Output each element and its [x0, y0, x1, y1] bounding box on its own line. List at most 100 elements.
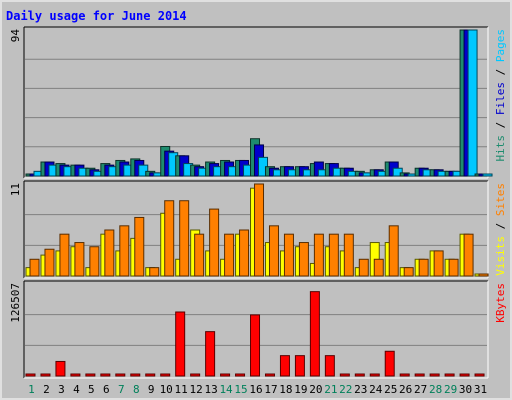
x-tick-label-17: 17	[264, 383, 277, 396]
bar-kbytes-day-6	[100, 373, 111, 377]
x-tick-label-31: 31	[474, 383, 487, 396]
legend: Hits / Files / Pages	[494, 29, 507, 162]
bar-kbytes-day-18	[279, 355, 290, 377]
bar-kbytes-day-7	[115, 373, 126, 377]
legend: KBytes	[494, 283, 507, 323]
x-tick-label-26: 26	[399, 383, 412, 396]
bar-kbytes-day-4	[70, 373, 81, 377]
bar-pages-day-30	[467, 29, 478, 177]
legend-entry: Visits	[494, 236, 507, 276]
x-tick-label-25: 25	[384, 383, 397, 396]
bar-sites-day-18	[283, 233, 294, 277]
bar-kbytes-day-24	[369, 373, 380, 377]
bar-kbytes-day-2	[40, 373, 51, 377]
bar-kbytes-day-23	[354, 373, 365, 377]
legend-entry: /	[494, 62, 507, 82]
y-max-label: 11	[9, 183, 22, 196]
bar-kbytes-day-30	[459, 373, 470, 377]
x-tick-label-15: 15	[234, 383, 247, 396]
bar-kbytes-day-21	[324, 355, 335, 377]
x-tick-label-19: 19	[294, 383, 307, 396]
bar-sites-day-25	[388, 225, 399, 277]
x-tick-label-9: 9	[148, 383, 155, 396]
x-tick-label-12: 12	[190, 383, 203, 396]
x-tick-label-16: 16	[249, 383, 262, 396]
panel-top: 94 Hits / Files / Pages	[9, 26, 507, 179]
x-tick-label-18: 18	[279, 383, 292, 396]
bar-sites-day-26	[403, 267, 414, 277]
legend-entry: /	[494, 115, 507, 135]
bar-sites-day-23	[358, 258, 369, 277]
x-tick-label-23: 23	[354, 383, 367, 396]
bar-kbytes-day-5	[85, 373, 96, 377]
bar-sites-day-15	[239, 229, 250, 277]
bar-kbytes-day-1	[25, 373, 36, 377]
x-tick-label-27: 27	[414, 383, 427, 396]
legend-entry: Files	[494, 82, 507, 115]
bar-kbytes-day-8	[130, 373, 141, 377]
y-max-label: 126507	[9, 283, 22, 323]
bar-sites-day-22	[343, 233, 354, 277]
bar-sites-day-31	[478, 273, 489, 277]
bar-sites-day-19	[298, 242, 309, 277]
x-tick-label-4: 4	[73, 383, 80, 396]
bar-sites-day-20	[313, 233, 324, 277]
bar-kbytes-day-3	[55, 360, 66, 377]
bar-sites-day-28	[433, 250, 444, 277]
bar-kbytes-day-11	[175, 311, 186, 377]
x-tick-label-21: 21	[324, 383, 337, 396]
bar-sites-day-27	[418, 258, 429, 277]
bar-sites-day-1	[29, 258, 40, 277]
x-tick-label-2: 2	[43, 383, 50, 396]
panel-bottom: 126507 KBytes	[9, 280, 507, 379]
x-tick-label-8: 8	[133, 383, 140, 396]
bar-kbytes-day-10	[160, 373, 171, 377]
legend: Visits / Sites	[494, 183, 507, 276]
legend-entry: Hits	[494, 135, 507, 162]
legend-entry: /	[494, 216, 507, 236]
x-tick-label-6: 6	[103, 383, 110, 396]
bar-sites-day-30	[463, 233, 474, 277]
x-tick-label-30: 30	[459, 383, 472, 396]
bar-kbytes-day-13	[205, 331, 216, 377]
bar-sites-day-7	[119, 225, 130, 277]
bar-kbytes-day-27	[414, 373, 425, 377]
bar-sites-day-3	[59, 233, 70, 277]
x-tick-label-11: 11	[175, 383, 188, 396]
bar-sites-day-4	[74, 242, 85, 277]
bar-sites-day-12	[194, 233, 205, 277]
x-tick-label-29: 29	[444, 383, 457, 396]
bar-kbytes-day-17	[264, 373, 275, 377]
x-axis: 1 2 3 4 5 6 7 8 9 10 11 12 13 14 15 16 17 18 19 20 21 22 23 24 2…	[28, 383, 487, 396]
bar-kbytes-day-9	[145, 373, 156, 377]
bar-kbytes-day-25	[384, 350, 395, 377]
bar-kbytes-day-15	[235, 373, 246, 377]
x-tick-label-20: 20	[309, 383, 322, 396]
panel-middle: 11 Visits / Sites	[9, 180, 507, 279]
panels-layer: 94 Hits / Files / Pages 11 Visits / Sites 12…	[9, 26, 507, 379]
x-tick-label-22: 22	[339, 383, 352, 396]
x-tick-label-7: 7	[118, 383, 125, 396]
legend-entry: KBytes	[494, 283, 507, 323]
bar-sites-day-21	[328, 233, 339, 277]
bar-sites-day-29	[448, 258, 459, 277]
x-tick-label-3: 3	[58, 383, 65, 396]
x-tick-label-13: 13	[204, 383, 217, 396]
bar-sites-day-6	[104, 229, 115, 277]
bar-kbytes-day-26	[399, 373, 410, 377]
bar-sites-day-16	[254, 183, 265, 277]
legend-entry: Sites	[494, 183, 507, 216]
bar-kbytes-day-22	[339, 373, 350, 377]
bar-kbytes-day-16	[250, 314, 261, 377]
bar-sites-day-10	[164, 200, 175, 277]
bar-pages-day-31	[482, 173, 493, 177]
bar-sites-day-14	[224, 233, 235, 277]
bar-kbytes-day-19	[294, 355, 305, 377]
bar-sites-day-2	[44, 248, 55, 277]
bar-kbytes-day-12	[190, 373, 201, 377]
bar-kbytes-day-20	[309, 291, 320, 377]
x-tick-label-10: 10	[160, 383, 173, 396]
